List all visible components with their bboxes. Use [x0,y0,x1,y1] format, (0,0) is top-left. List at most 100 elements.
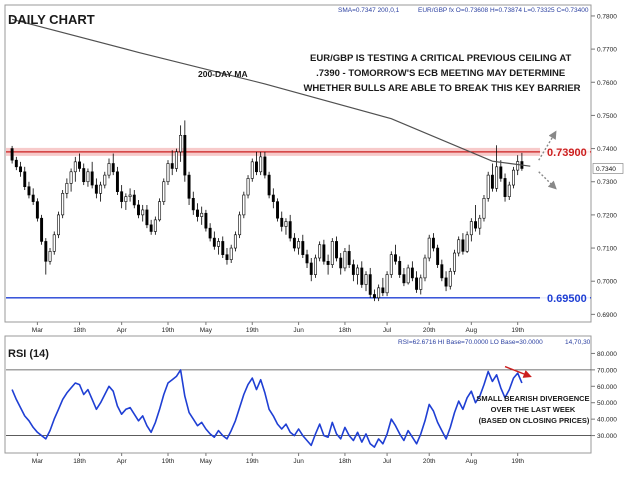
rsi-line [11,369,523,448]
candle-86 [372,289,376,302]
candle-body-24 [111,163,115,173]
candle-body-105 [453,252,456,272]
candle-72 [313,254,317,278]
candle-body-50 [221,241,225,255]
candle-105 [453,249,456,275]
candle-body-61 [267,174,271,196]
candle-body-120 [516,161,520,171]
candle-82 [356,264,360,285]
price-x-tick-label-11: 19th [511,327,524,334]
price-y-tick-label-4: 0.7300 [597,179,617,186]
candle-body-58 [255,161,258,173]
candle-body-68 [297,241,301,249]
candle-body-30 [137,204,140,216]
price-header-ohlc: EUR/GBP fx O=0.73608 H=0.73874 L=0.73325… [418,7,589,14]
candle-30 [137,199,140,219]
candle-116 [499,160,503,182]
rsi-x-tick-label-1: 18th [73,458,86,465]
candle-body-119 [512,169,515,186]
candle-body-76 [330,241,334,265]
candle-body-95 [410,267,414,279]
candle-body-15 [73,161,77,173]
candle-43 [191,191,195,215]
candle-1 [14,156,18,171]
rsi-x-tick-label-2: Apr [117,458,128,465]
rsi-x-tick-label-5: 19th [246,458,259,465]
rsi-x-tick-label-4: May [200,458,213,465]
candle-body-4 [27,186,31,196]
last-price-label: 0.7340 [596,166,616,173]
candle-body-92 [398,261,402,275]
price-panel-title: DAILY CHART [8,12,95,27]
candle-body-75 [326,261,330,265]
candle-body-62 [271,194,275,202]
candle-60 [263,151,267,179]
candle-body-14 [69,171,73,184]
candle-body-11 [56,214,60,236]
candle-69 [301,234,305,258]
candle-91 [394,244,397,265]
rsi-panel-frame [4,335,592,454]
candle-body-113 [486,174,490,199]
price-x-tick-label-6: Jun [293,327,304,334]
candle-body-1 [14,159,18,168]
candle-body-96 [415,277,419,290]
candle-body-37 [166,163,170,183]
rsi-y-tick-label-0: 30.000 [597,433,617,440]
candle-15 [73,156,77,182]
candle-117 [503,173,507,202]
candle-body-20 [94,184,98,194]
candle-body-26 [120,191,124,202]
candle-103 [444,271,448,292]
candle-body-73 [318,244,322,259]
candle-body-23 [107,163,111,176]
candle-52 [229,244,233,263]
candle-body-7 [40,217,44,242]
candle-58 [255,151,258,176]
rsi-annotation-line-1: SMALL BEARISH DIVERGENCE [476,394,589,403]
candle-body-93 [402,274,406,284]
candle-body-41 [183,135,187,176]
candle-27 [124,193,128,210]
candle-113 [486,171,490,202]
candle-body-16 [78,161,81,169]
candle-body-29 [132,194,136,206]
level-label-0: 0.73900 [547,147,587,159]
candle-body-31 [141,209,145,216]
candle-body-117 [503,178,507,197]
candle-body-2 [19,166,22,173]
candle-0 [10,145,14,164]
candle-57 [250,158,254,182]
price-x-tick-label-0: Mar [32,327,44,334]
candle-80 [347,244,351,268]
rsi-y-tick-label-4: 70.000 [597,367,617,374]
candle-body-57 [250,161,254,179]
rsi-divergence-arrow [504,365,532,378]
candle-body-87 [377,287,381,299]
price-x-tick-label-4: May [200,327,213,334]
price-y-tick-label-2: 0.7100 [597,246,617,253]
rsi-annotation: SMALL BEARISH DIVERGENCE OVER THE LAST W… [476,394,591,425]
candle-84 [364,271,368,292]
candle-body-85 [368,274,372,295]
candle-body-79 [343,251,347,269]
candle-body-111 [478,217,482,229]
candle-body-38 [170,163,174,169]
candle-17 [82,163,86,186]
price-x-tick-label-10: Aug [466,327,478,334]
candle-12 [61,190,65,219]
candle-body-64 [280,217,284,227]
candle-70 [305,249,309,268]
candle-40 [179,125,183,162]
candle-body-5 [31,194,35,202]
price-annotation-line-1: EUR/GBP IS TESTING A CRITICAL PREVIOUS C… [310,53,571,64]
candle-26 [120,185,124,209]
candle-body-107 [461,239,465,252]
candle-body-77 [335,241,338,259]
price-arrows [538,130,557,190]
candle-54 [238,211,242,239]
price-arrow-0 [538,130,557,161]
candle-108 [465,231,469,254]
price-y-tick-label-9: 0.7800 [597,13,617,20]
